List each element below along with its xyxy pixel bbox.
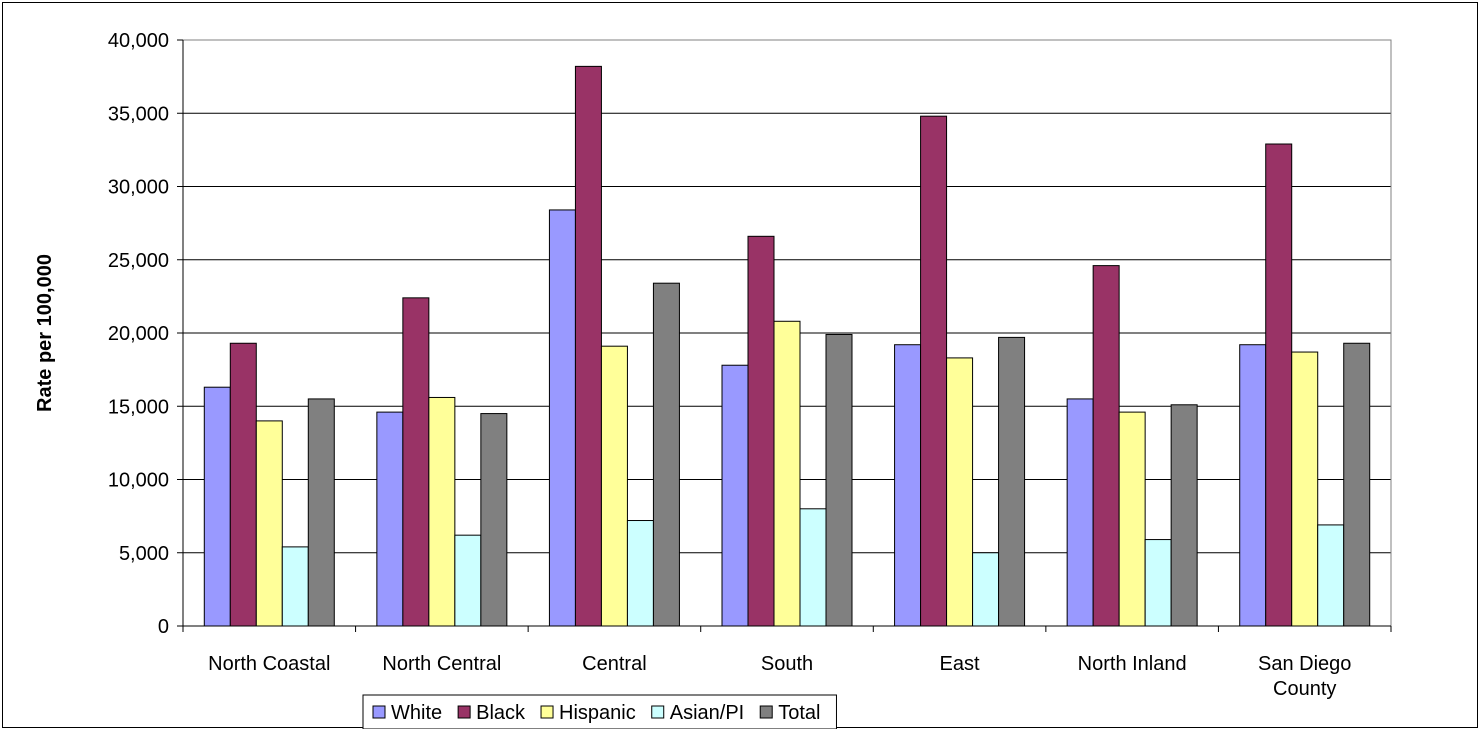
bar-black (747, 235, 775, 627)
bar-hispanic (1291, 351, 1319, 627)
y-tick-label: 20,000 (108, 323, 169, 345)
bar-asian-pi (799, 508, 827, 627)
bar-white (548, 209, 576, 627)
y-tick-label: 40,000 (108, 30, 169, 52)
axes (177, 39, 1392, 632)
bar-white (376, 411, 404, 627)
legend-swatch (372, 705, 386, 719)
y-tick-label: 5,000 (119, 543, 169, 565)
x-tick-label: County (1273, 678, 1336, 700)
x-tick-labels: North Coastal North Central Central South Ea… (208, 653, 1351, 700)
bar-total (652, 282, 680, 627)
bar-white (203, 386, 231, 627)
x-tick-label: North Coastal (208, 653, 330, 675)
y-tick-label: 30,000 (108, 177, 169, 199)
bar-asian-pi (972, 552, 1000, 627)
legend-swatch (651, 705, 665, 719)
x-tick-label: North Inland (1078, 653, 1187, 675)
bar-white (721, 364, 749, 627)
legend-label: Total (778, 702, 820, 724)
bar-total (307, 398, 335, 627)
bar-asian-pi (454, 534, 482, 627)
bar-asian-pi (281, 546, 309, 627)
bar-asian-pi (1317, 524, 1345, 627)
y-tick-label: 10,000 (108, 470, 169, 492)
bar-hispanic (1118, 411, 1146, 627)
bar-black (229, 342, 257, 627)
bar-black (574, 65, 602, 627)
bar-black (920, 115, 948, 627)
x-tick-label: North Central (382, 653, 501, 675)
legend-label: Black (476, 702, 526, 724)
x-tick-label: South (761, 653, 813, 675)
bar-white (1066, 398, 1094, 627)
x-tick-label: Central (582, 653, 646, 675)
bar-hispanic (600, 345, 628, 627)
bar-black (1092, 265, 1120, 627)
bar-chart: 0 5,000 10,000 15,000 20,000 25,000 30,000 35,0… (34, 30, 1392, 730)
bar-black (1265, 143, 1293, 627)
legend-label: White (391, 702, 442, 724)
y-axis-label: Rate per 100,000 (34, 254, 56, 412)
legend-swatch (540, 705, 554, 719)
legend-swatch (457, 705, 471, 719)
y-tick-labels: 0 5,000 10,000 15,000 20,000 25,000 30,000 35,0… (108, 30, 169, 638)
bar-black (402, 297, 430, 627)
bar-hispanic (255, 420, 283, 627)
bars (203, 65, 1371, 627)
bar-white (1239, 344, 1267, 627)
legend-box (362, 694, 837, 730)
bar-hispanic (946, 357, 974, 627)
bar-total (1343, 342, 1371, 627)
legend-label: Hispanic (559, 702, 636, 724)
bar-hispanic (428, 396, 456, 627)
bar-total (998, 336, 1026, 627)
x-tick-label: East (940, 653, 980, 675)
bar-white (894, 344, 922, 627)
legend-swatch (759, 705, 773, 719)
legend-label: Asian/PI (670, 702, 744, 724)
x-tick-label: San Diego (1258, 653, 1351, 675)
legend: White Black Hispanic Asian/PI Total (362, 694, 837, 730)
y-tick-label: 35,000 (108, 103, 169, 125)
y-tick-label: 25,000 (108, 250, 169, 272)
y-tick-label: 15,000 (108, 396, 169, 418)
y-tick-label: 0 (158, 616, 169, 638)
bar-asian-pi (626, 520, 654, 627)
bar-total (825, 333, 853, 627)
bar-hispanic (773, 320, 801, 627)
bar-asian-pi (1144, 539, 1172, 627)
bar-total (1170, 404, 1198, 627)
bar-total (480, 413, 508, 627)
